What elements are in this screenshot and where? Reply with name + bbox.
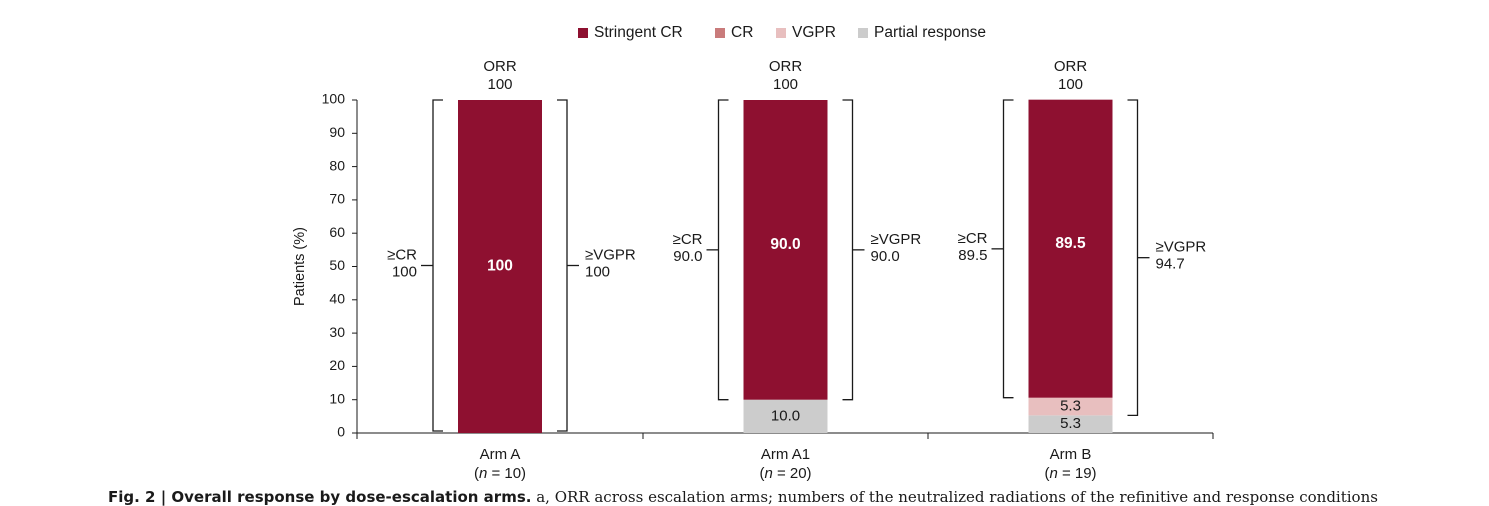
y-tick-label-5: 50 <box>329 257 345 273</box>
vgpr-value-1: 90.0 <box>871 248 900 265</box>
bar-label-2-3: 89.5 <box>1055 235 1086 252</box>
y-tick-label-2: 20 <box>329 357 345 373</box>
category-n-0: (n = 10) <box>474 465 526 482</box>
vgpr-title-2: ≥VGPR <box>1156 239 1207 256</box>
legend-label-0: Stringent CR <box>594 24 683 41</box>
legend-label-3: Partial response <box>874 24 986 41</box>
bar-label-2-0: 5.3 <box>1060 415 1081 432</box>
legend-label-2: VGPR <box>792 24 836 41</box>
orr-title-2: ORR <box>1054 58 1088 75</box>
figure-caption: Fig. 2 | Overall response by dose-escala… <box>108 488 1488 506</box>
vgpr-value-2: 94.7 <box>1156 256 1185 273</box>
bar-2-stringent-cr <box>1028 99 1113 398</box>
bar-label-2-1: 5.3 <box>1060 397 1081 414</box>
y-axis-label: Patients (%) <box>292 227 308 306</box>
category-n-2: (n = 19) <box>1044 465 1096 482</box>
cr-bracket-1 <box>717 99 729 401</box>
bar-0-stringent-cr <box>458 100 542 433</box>
cr-value-1: 90.0 <box>673 248 702 265</box>
y-tick-label-3: 30 <box>329 324 345 340</box>
y-tick-label-4: 40 <box>329 291 345 307</box>
y-tick-label-7: 70 <box>329 191 345 207</box>
cr-title-0: ≥CR <box>387 246 417 263</box>
legend-swatch-2 <box>776 28 786 38</box>
legend-swatch-1 <box>715 28 725 38</box>
y-tick-label-1: 10 <box>329 390 345 406</box>
category-n-1: (n = 20) <box>759 465 811 482</box>
vgpr-title-0: ≥VGPR <box>585 246 636 263</box>
legend-label-1: CR <box>731 24 753 41</box>
vgpr-bracket-2 <box>1127 99 1139 417</box>
bar-label-0-3: 100 <box>487 258 513 275</box>
category-label-0: Arm A <box>480 446 521 463</box>
bar-2-vgpr <box>1028 397 1113 416</box>
cr-bracket-0 <box>432 99 443 432</box>
y-tick-label-10: 100 <box>322 91 346 107</box>
y-tick-label-0: 0 <box>337 424 345 440</box>
bar-1-stringent-cr <box>743 100 828 400</box>
cr-value-0: 100 <box>392 263 417 280</box>
legend-swatch-0 <box>578 28 588 38</box>
y-tick-label-6: 60 <box>329 224 345 240</box>
cr-title-2: ≥CR <box>958 230 988 247</box>
vgpr-title-1: ≥VGPR <box>871 231 922 248</box>
orr-value-2: 100 <box>1058 76 1083 93</box>
cr-value-2: 89.5 <box>958 247 987 264</box>
orr-title-0: ORR <box>483 58 517 75</box>
cr-title-1: ≥CR <box>673 231 703 248</box>
y-tick-label-9: 90 <box>329 124 345 140</box>
vgpr-bracket-0 <box>557 99 568 432</box>
orr-value-0: 100 <box>487 76 512 93</box>
category-label-1: Arm A1 <box>761 446 810 463</box>
caption-label: Fig. 2 | Overall response by dose-escala… <box>108 488 532 506</box>
category-label-2: Arm B <box>1050 446 1092 463</box>
bar-2-partial-response <box>1028 415 1113 433</box>
bar-1-partial-response <box>743 399 828 433</box>
orr-title-1: ORR <box>769 58 803 75</box>
legend-swatch-3 <box>858 28 868 38</box>
response-chart: Stringent CR CR VGPR Partial response 0 10 20 3… <box>292 24 1214 482</box>
bar-label-1-3: 90.0 <box>770 236 800 253</box>
vgpr-bracket-1 <box>842 99 854 401</box>
y-tick-label-8: 80 <box>329 157 345 173</box>
orr-value-1: 100 <box>773 76 798 93</box>
bar-label-1-0: 10.0 <box>771 407 800 424</box>
vgpr-value-0: 100 <box>585 263 610 280</box>
cr-bracket-2 <box>1002 99 1014 399</box>
caption-text: a, ORR across escalation arms; numbers o… <box>531 488 1378 506</box>
